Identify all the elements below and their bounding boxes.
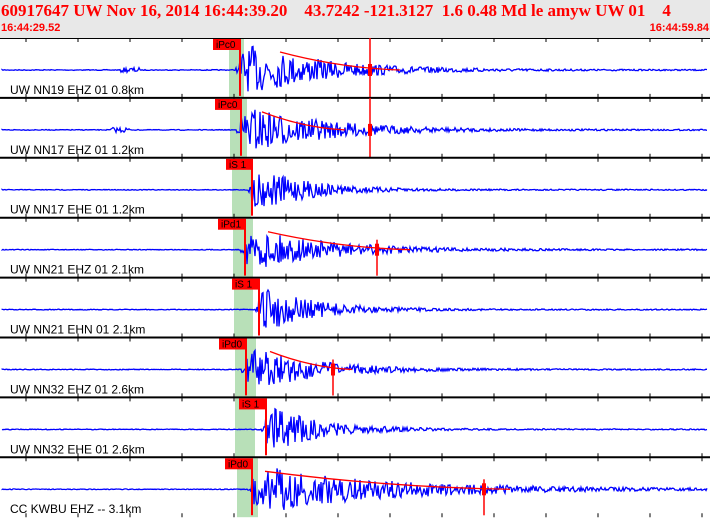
coda-duration-line: [261, 111, 346, 131]
pick-window: [230, 98, 247, 158]
pick-flag[interactable]: [226, 158, 253, 170]
trace-6[interactable]: iPd0 UW NN32 EHZ 01 2.6km: [0, 336, 710, 398]
pick-window: [232, 158, 251, 218]
waveform: [1, 468, 708, 510]
pick-label: iS 1: [242, 399, 260, 410]
pick-flag[interactable]: [213, 39, 241, 50]
waveform: [1, 348, 708, 386]
pick-flag[interactable]: [219, 338, 247, 350]
waveform: [1, 288, 708, 328]
pick-label: iPd0: [222, 340, 242, 351]
waveform: [1, 407, 708, 448]
event-title: 60917647 UW Nov 16, 2014 16:44:39.20 43.…: [1, 1, 671, 20]
coda-duration-line: [267, 231, 411, 251]
station-label: UW NN32 EHZ 01 2.6km: [10, 382, 144, 396]
waveform: [1, 45, 707, 92]
station-label: UW NN21 EHZ 01 2.1km: [10, 263, 144, 277]
waveform: [1, 174, 708, 207]
station-label: UW NN19 EHZ 01 0.8km: [10, 83, 144, 97]
pick-window: [234, 278, 253, 338]
station-label: UW NN17 EHZ 01 1.2km: [10, 143, 144, 157]
pick-window: [235, 398, 255, 458]
waveform: [1, 234, 708, 267]
pick-label: iPc0: [218, 100, 238, 111]
pick-label: iPd1: [221, 220, 241, 231]
trace-5[interactable]: iS 1 UW NN21 EHN 01 2.1km: [0, 276, 710, 338]
trace-4[interactable]: iPd1 UW NN21 EHZ 01 2.1km: [0, 216, 710, 278]
station-label: CC KWBU EHZ -- 3.1km: [10, 502, 141, 516]
trace-8[interactable]: iPd0 CC KWBU EHZ -- 3.1km: [0, 456, 710, 518]
pick-flag[interactable]: [239, 398, 267, 410]
coda-end-handle[interactable]: [482, 483, 486, 496]
pick-window: [233, 218, 253, 278]
pick-flag[interactable]: [232, 278, 260, 290]
pick-label: iPd0: [228, 459, 248, 470]
pick-flag[interactable]: [225, 458, 253, 470]
trace-2[interactable]: iPc0 UW NN17 EHZ 01 1.2km: [0, 96, 710, 158]
waveform: [1, 109, 707, 149]
start-time: 16:44:29.52: [1, 22, 61, 34]
coda-end-handle[interactable]: [368, 64, 372, 76]
end-time: 16:44:59.84: [649, 22, 709, 34]
coda-end-handle[interactable]: [331, 363, 335, 376]
pick-flag[interactable]: [215, 98, 242, 110]
station-label: UW NN17 EHE 01 1.2km: [10, 203, 145, 217]
station-label: UW NN21 EHN 01 2.1km: [10, 323, 145, 337]
seismogram-panel[interactable]: iPc0 UW NN19 EHZ 01 0.8km iPc0 UW NN17 EHZ …: [0, 38, 710, 518]
trace-7[interactable]: iS 1 UW NN32 EHE 01 2.6km: [0, 396, 710, 458]
coda-end-handle[interactable]: [375, 243, 379, 256]
coda-duration-line: [269, 350, 353, 371]
station-label: UW NN32 EHE 01 2.6km: [10, 442, 145, 456]
pick-label: iS 1: [229, 160, 247, 171]
pick-label: iPc0: [216, 40, 236, 51]
trace-1[interactable]: iPc0 UW NN19 EHZ 01 0.8km: [0, 38, 710, 98]
pick-flag[interactable]: [218, 218, 246, 230]
coda-duration-line: [279, 51, 401, 71]
coda-end-handle[interactable]: [368, 123, 372, 136]
pick-label: iS 1: [235, 280, 253, 291]
coda-duration-line: [264, 470, 511, 490]
trace-3[interactable]: iS 1 UW NN17 EHE 01 1.2km: [0, 156, 710, 218]
event-header: 60917647 UW Nov 16, 2014 16:44:39.20 43.…: [0, 0, 710, 38]
